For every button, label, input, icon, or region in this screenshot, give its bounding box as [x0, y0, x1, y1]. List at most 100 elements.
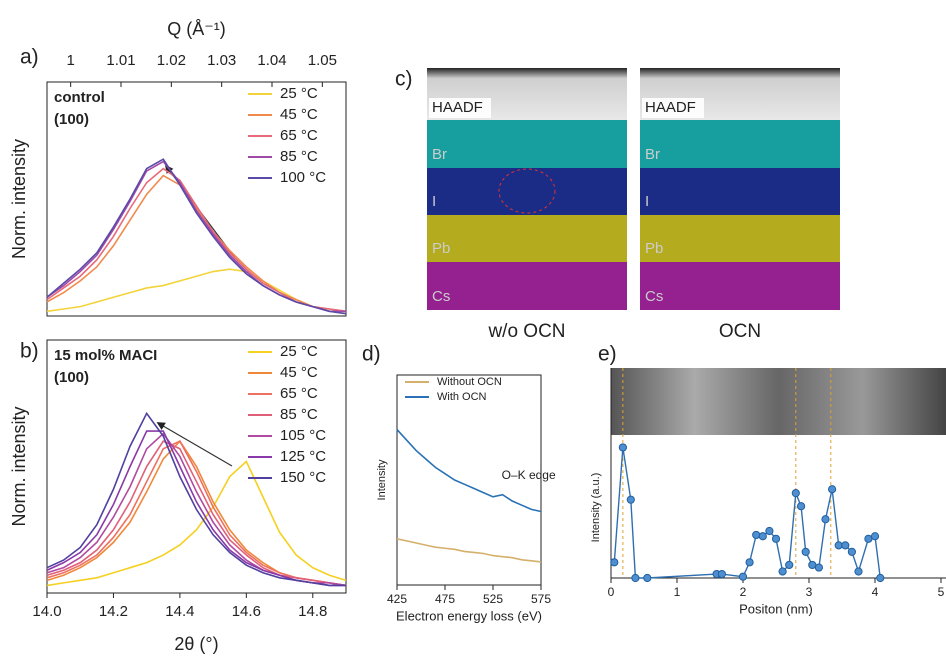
plot-frame — [396, 374, 542, 586]
data-point — [771, 534, 781, 543]
layer-label: Cs — [432, 288, 450, 305]
legend-label: Without OCN — [437, 376, 502, 388]
data-point — [847, 547, 857, 556]
x-tick-label: 14.6 — [232, 603, 261, 620]
x-axis-title: Electron energy loss (eV) — [396, 608, 542, 623]
data-point — [752, 530, 761, 540]
x2-tick-label: 1.05 — [308, 52, 337, 69]
panel-label: b) — [20, 340, 39, 363]
series-line — [613, 447, 881, 579]
layer-label: Pb — [432, 240, 450, 257]
series-line — [46, 268, 346, 313]
panel-label: e) — [598, 343, 617, 366]
data-point — [738, 572, 748, 581]
series-line — [46, 167, 347, 313]
series-line — [46, 440, 347, 587]
panel-label: d) — [362, 343, 381, 366]
layer-label: Br — [645, 146, 660, 163]
y-axis-title: Intensity (a.u.) — [590, 473, 602, 543]
series-line — [46, 460, 347, 587]
x-axis-title: Positon (nm) — [739, 601, 813, 616]
data-point — [876, 573, 885, 583]
data-point — [841, 541, 850, 550]
panel-label: c) — [395, 68, 413, 91]
x-tick-label: 3 — [806, 585, 813, 599]
x2-tick-label: 1 — [66, 52, 74, 69]
legend-label: 105 °C — [280, 427, 326, 444]
x2-axis-title: Q (Å⁻¹) — [167, 19, 226, 39]
legend-label: 125 °C — [280, 448, 326, 465]
map-layer — [640, 215, 840, 262]
data-point — [778, 567, 787, 576]
legend-label: 85 °C — [280, 148, 318, 165]
layer-label: I — [432, 193, 436, 210]
x-tick-label: 14.2 — [99, 603, 128, 620]
data-point — [626, 495, 635, 504]
legend-label: 65 °C — [280, 127, 318, 144]
plane-label: (100) — [54, 369, 89, 386]
legend-label: 100 °C — [280, 169, 326, 186]
layer-label: Cs — [645, 288, 663, 305]
layer-label: Pb — [645, 240, 663, 257]
data-point — [854, 567, 863, 576]
data-point — [758, 532, 767, 541]
map-layer — [640, 120, 840, 168]
y-axis-title: Norm. intensity — [9, 406, 29, 526]
y-axis-title: Norm. intensity — [9, 139, 29, 259]
data-point — [618, 443, 627, 452]
x2-tick-label: 1.03 — [207, 52, 236, 69]
panel-label: a) — [20, 46, 39, 69]
x-tick-label: 14.8 — [298, 603, 327, 620]
x2-tick-label: 1.02 — [157, 52, 186, 69]
series-line — [396, 538, 542, 563]
layer-label: HAADF — [432, 99, 483, 116]
x-tick-label: 1 — [674, 585, 681, 599]
map-layer — [427, 215, 627, 262]
sample-label: 15 mol% MACI — [54, 347, 157, 364]
series-line — [46, 158, 347, 315]
series-line — [46, 174, 347, 313]
data-point — [791, 489, 800, 498]
series-line — [396, 429, 542, 513]
data-point — [631, 573, 640, 583]
annotation: O–K edge — [502, 468, 556, 482]
plot-frame — [46, 339, 347, 594]
x2-tick-label: 1.01 — [106, 52, 135, 69]
data-point — [828, 485, 837, 494]
x-tick-label: 425 — [387, 592, 407, 606]
x-axis-title: 2θ (°) — [174, 634, 218, 654]
legend-label: 25 °C — [280, 343, 318, 360]
label-box — [642, 98, 704, 118]
data-point — [801, 547, 810, 556]
x-tick-label: 14.4 — [165, 603, 194, 620]
data-point — [717, 569, 726, 579]
data-point — [765, 526, 774, 536]
layer-label: HAADF — [645, 99, 696, 116]
x-tick-label: 0 — [608, 585, 615, 599]
x-tick-label: 2 — [740, 585, 747, 599]
data-point — [785, 560, 794, 570]
y-axis-title: Intensity — [376, 459, 388, 500]
sample-label: control — [54, 89, 105, 106]
stem-image — [611, 368, 946, 435]
data-point — [745, 558, 754, 567]
label-box — [429, 98, 491, 118]
legend-label: 65 °C — [280, 385, 318, 402]
x-tick-label: 575 — [531, 592, 551, 606]
x-tick-label: 5 — [938, 585, 945, 599]
series-line — [46, 411, 346, 587]
legend-label: 85 °C — [280, 406, 318, 423]
x-tick-label: 525 — [483, 592, 503, 606]
legend-label: 150 °C — [280, 469, 326, 486]
map-layer — [427, 262, 627, 310]
trend-arrow — [156, 422, 233, 467]
data-point — [821, 515, 830, 524]
map-layer — [640, 262, 840, 310]
map-layer — [427, 168, 627, 215]
layer-label: I — [645, 193, 649, 210]
legend-label: With OCN — [437, 391, 487, 403]
map-title: OCN — [719, 321, 761, 342]
x-tick-label: 475 — [435, 592, 455, 606]
